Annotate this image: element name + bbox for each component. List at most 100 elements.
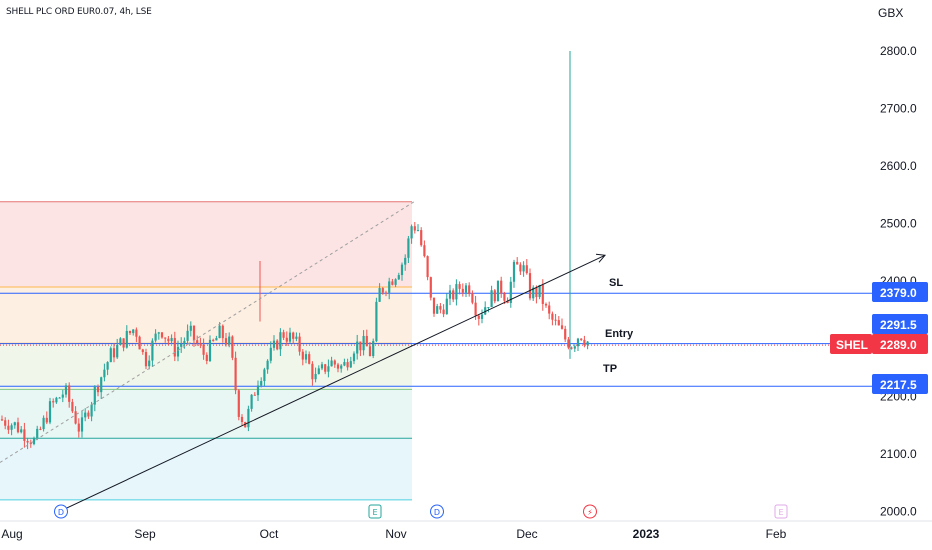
time-axis[interactable]: Aug Sep Oct Nov Dec 2023 Feb: [0, 520, 932, 541]
entry-price-tag: 2291.5: [880, 318, 917, 332]
candle-body: [231, 336, 234, 358]
candle-body: [397, 275, 400, 280]
earnings-marker: [368, 504, 382, 519]
symbol-tag: SHEL: [836, 338, 868, 352]
fib-zone-2: [0, 343, 412, 390]
candle-body: [276, 340, 279, 350]
candle-body: [64, 385, 68, 395]
candle-body: [157, 332, 160, 334]
candle-body: [554, 319, 557, 321]
candle-body: [0, 419, 4, 421]
candle-body: [93, 386, 96, 405]
candle-body: [42, 417, 45, 430]
price-axis[interactable]: 2000.02100.02200.02300.02400.02500.02600…: [880, 44, 917, 518]
candle-body: [128, 330, 132, 334]
candle-body: [333, 360, 336, 365]
candle-body: [32, 438, 36, 445]
candle-body: [573, 346, 576, 349]
candle-body: [516, 261, 519, 265]
candle-body: [138, 336, 141, 350]
candle-body: [346, 362, 349, 368]
fib-zone-1: [0, 286, 412, 344]
candle-body: [90, 404, 93, 417]
candle-body: [506, 300, 509, 304]
candle-body: [36, 428, 39, 439]
candle-body: [442, 309, 445, 315]
candle-body: [528, 273, 532, 299]
y-tick-label: 2500.0: [880, 217, 917, 231]
candle-body: [260, 381, 263, 386]
candle-body: [484, 307, 487, 315]
chart-drawings[interactable]: [0, 201, 606, 511]
price-level-lines[interactable]: [0, 292, 872, 387]
y-tick-label: 2800.0: [880, 44, 917, 58]
candle-body: [490, 290, 493, 308]
x-tick-label: 2023: [633, 527, 660, 541]
candle-body: [7, 425, 10, 430]
candle-body: [176, 346, 180, 357]
candle-body: [205, 354, 208, 361]
candle-body: [496, 280, 500, 302]
candle-body: [317, 368, 320, 374]
candle-body: [253, 394, 256, 396]
y-tick-label: 2100.0: [880, 447, 917, 461]
candle-body: [522, 265, 525, 272]
candle-body: [551, 313, 554, 320]
candle-body: [180, 343, 183, 347]
currency-label: GBX: [878, 6, 904, 20]
candle-body: [423, 245, 426, 257]
candle-body: [151, 340, 154, 361]
tp-label: TP: [603, 363, 617, 375]
trendline-arrowhead: [595, 253, 606, 263]
candle-body: [96, 386, 100, 393]
candle-body: [359, 341, 362, 351]
candle-body: [100, 377, 103, 393]
candle-body: [404, 257, 407, 265]
candle-body: [394, 279, 397, 285]
candle-body: [468, 285, 471, 295]
candle-body: [74, 411, 77, 424]
candle-body: [61, 394, 64, 398]
dividend-marker-label: D: [58, 508, 64, 517]
fibonacci-zones: [0, 201, 412, 500]
candle-body: [240, 416, 244, 422]
candle-body: [458, 284, 461, 289]
candle-body: [112, 348, 116, 358]
candle-body: [218, 325, 221, 339]
candle-body: [135, 329, 138, 337]
candle-body: [400, 264, 404, 276]
candle-body: [436, 306, 439, 314]
candle-body: [16, 422, 20, 433]
candle-body: [455, 284, 458, 300]
dividend-marker: [54, 504, 68, 519]
candle-body: [77, 423, 80, 432]
candle-body: [583, 339, 586, 346]
symbol-tag-bg: [830, 334, 872, 354]
candle-body: [368, 346, 372, 357]
dividend-marker-label: D: [434, 508, 440, 517]
split-marker: [583, 504, 597, 519]
candle-body: [304, 354, 308, 360]
candle-body: [343, 362, 346, 366]
candle-body: [311, 363, 314, 380]
tp-price-tag: 2217.5: [880, 378, 917, 392]
dividend-marker: [430, 504, 444, 519]
candle-body: [372, 341, 375, 357]
candle-body: [340, 365, 343, 369]
candle-body: [20, 429, 23, 433]
candle-body: [519, 264, 522, 272]
candle-body: [106, 362, 109, 370]
candle-body: [196, 340, 199, 344]
candle-body: [564, 328, 567, 340]
candle-body: [199, 343, 202, 345]
candle-body: [324, 364, 327, 372]
tp-price-tag-bg: [872, 374, 928, 394]
candle-body: [10, 425, 13, 430]
candle-body: [381, 288, 384, 293]
y-tick-label: 2000.0: [880, 504, 917, 518]
candle-body: [55, 397, 58, 403]
price-tags: 2379.0 2291.5 SHEL 2289.0 2217.5: [830, 282, 928, 394]
event-markers[interactable]: D E D ⚡ E: [54, 504, 788, 519]
candle-body: [330, 360, 333, 367]
